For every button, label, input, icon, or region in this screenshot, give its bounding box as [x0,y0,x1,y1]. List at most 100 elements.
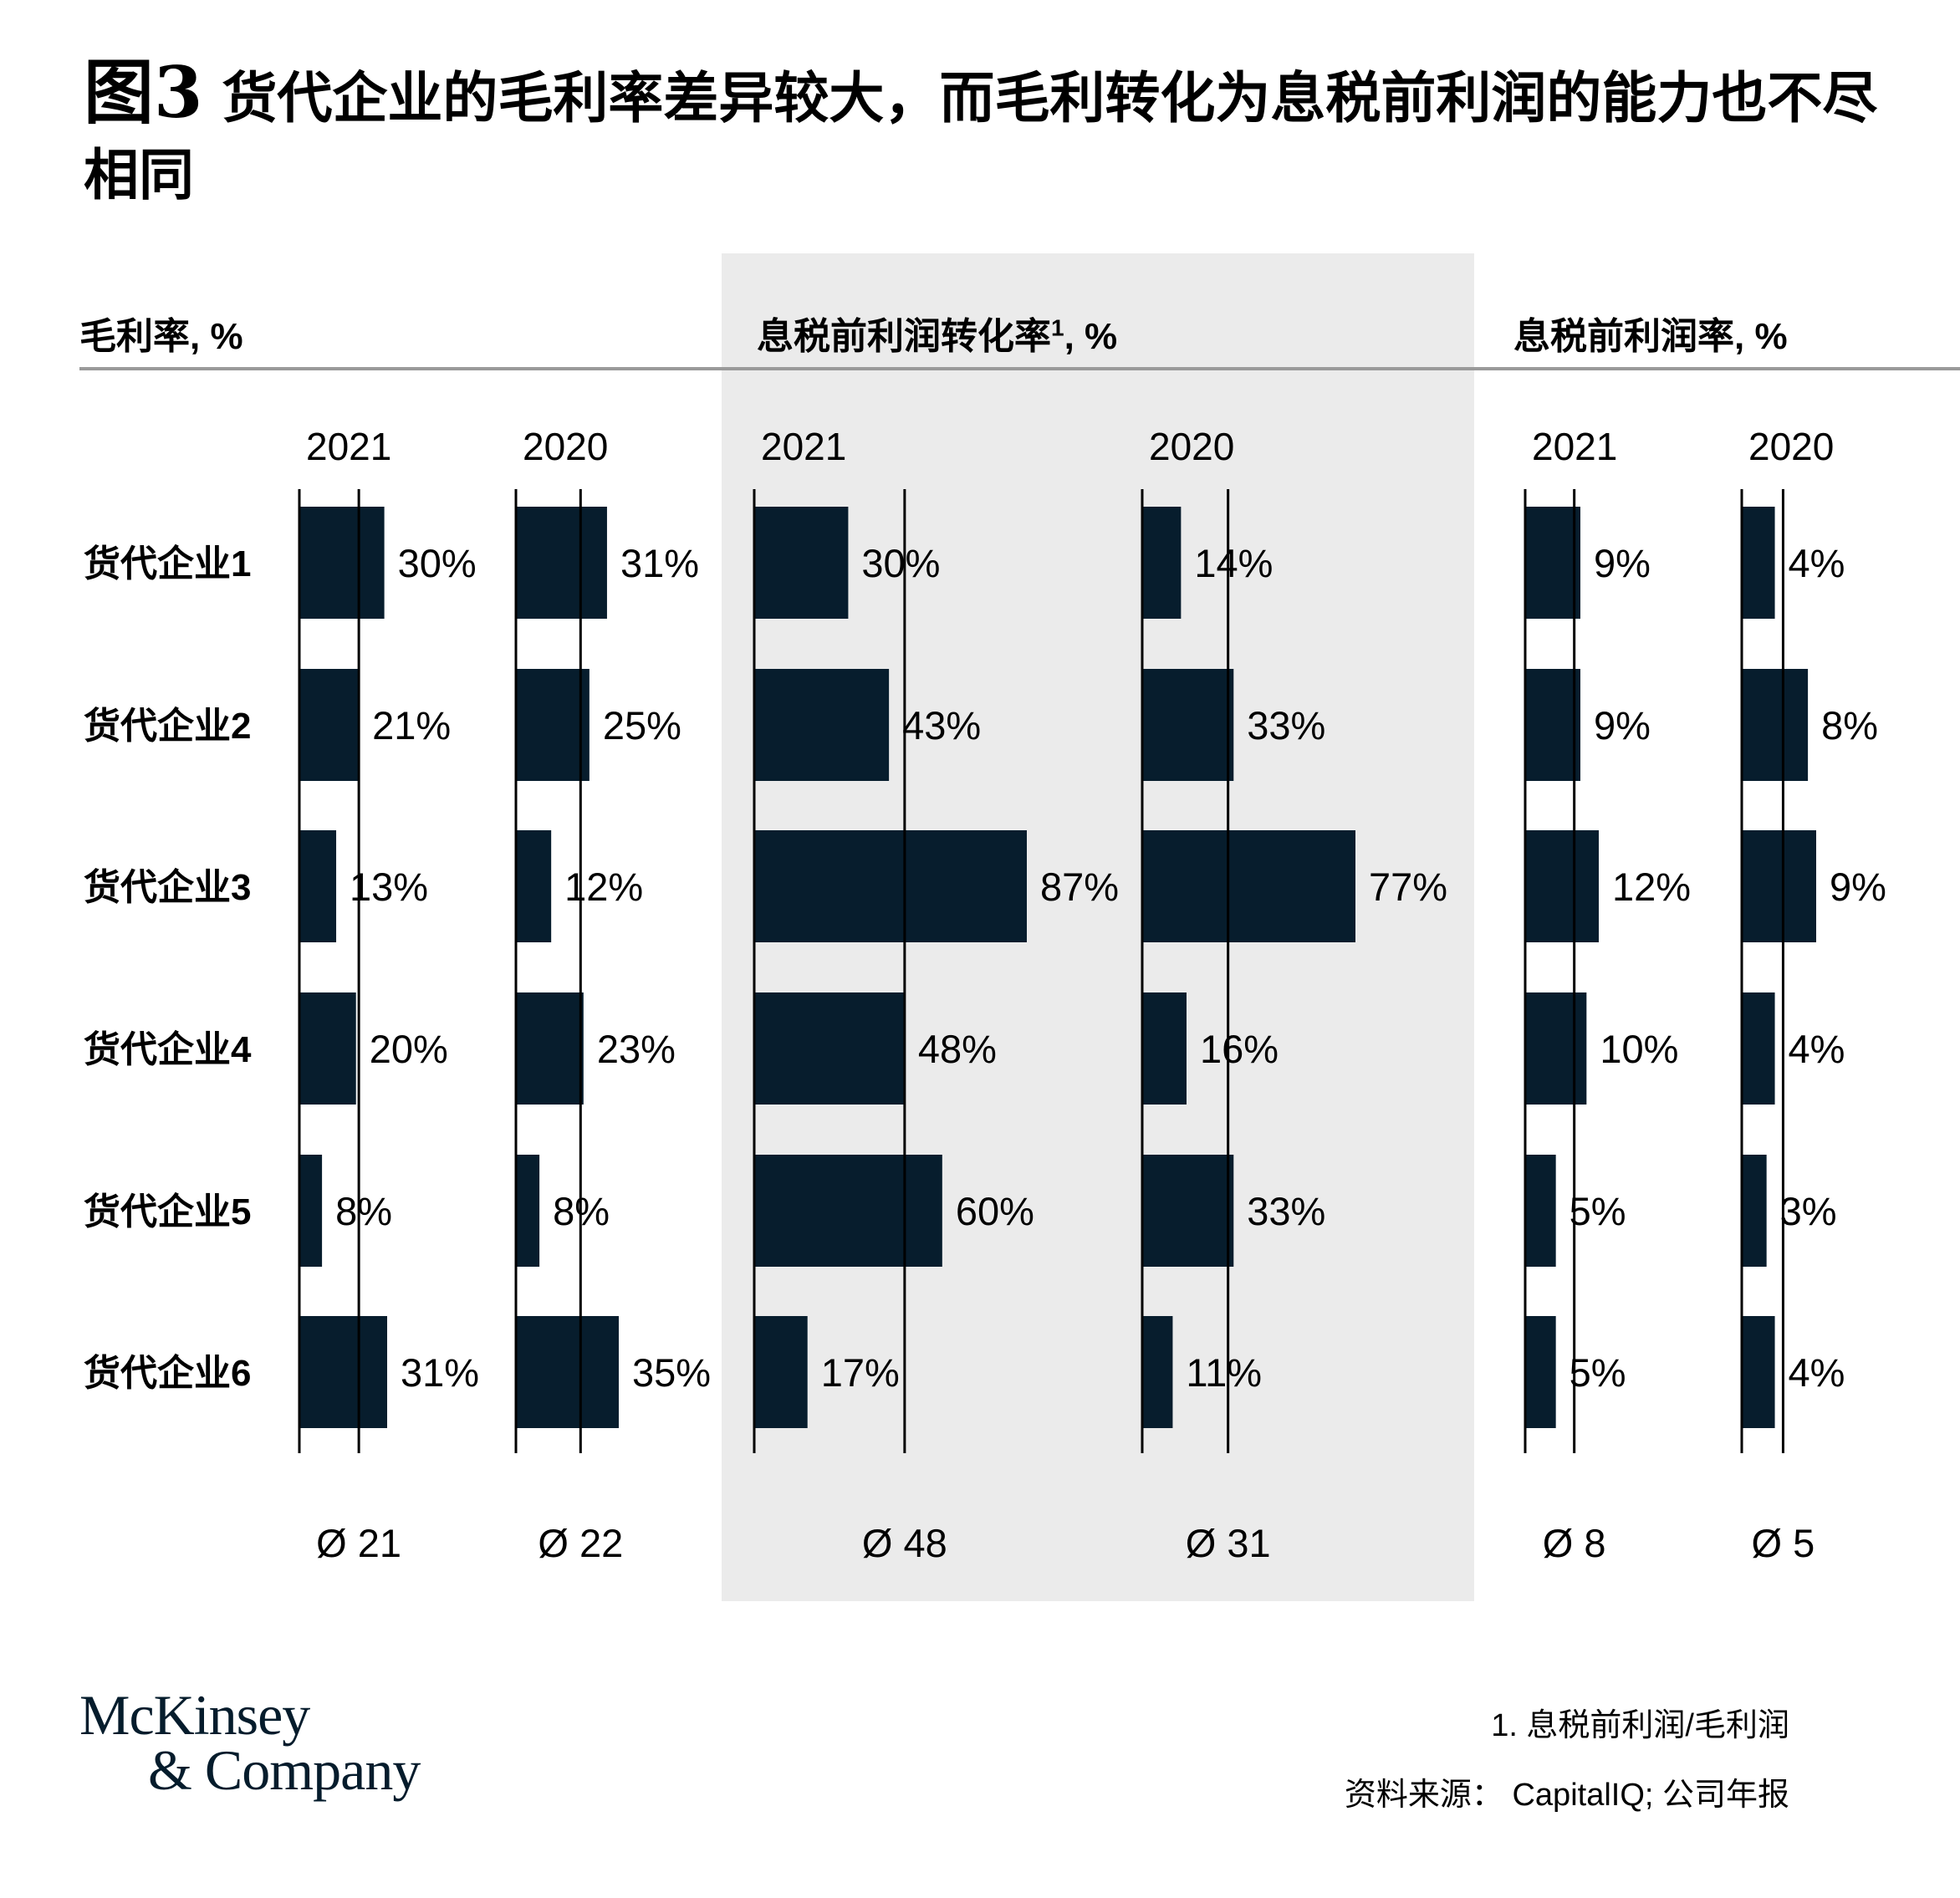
bar [1525,1316,1556,1428]
category-label: 货代企业2 [84,706,251,747]
bar [754,830,1027,942]
category-label: 货代企业1 [84,543,251,584]
category-label: 货代企业4 [84,1029,252,1070]
average-label: Ø 5 [1752,1521,1815,1565]
category-label: 货代企业3 [84,867,251,908]
bar-value-label: 9% [1594,541,1651,585]
bar [1142,1155,1234,1267]
bar-value-label: 11% [1186,1350,1262,1395]
category-label: 货代企业5 [84,1191,251,1232]
bar [299,830,337,942]
bar [754,669,890,781]
bar [1525,507,1580,619]
bar-value-label: 87% [1040,865,1119,909]
bar [1525,1155,1556,1267]
bar-value-label: 8% [1821,703,1878,747]
bar-value-label: 13% [350,865,428,909]
bar [754,1155,942,1267]
source-note: 资料来源： CapitalIQ; 公司年报 [1344,1778,1789,1813]
bar-value-label: 48% [918,1027,997,1071]
bar-value-label: 14% [1194,541,1273,585]
bar-value-label: 4% [1789,1350,1845,1395]
bar [1142,992,1187,1105]
bar-value-label: 25% [603,703,681,747]
year-label: 2020 [523,425,608,468]
bar-chart: 货代企业1 货代企业2 货代企业3 货代企业4 货代企业5 货代企业6 2021 30% 21%… [84,425,1886,1565]
bar-value-label: 35% [632,1350,711,1395]
bar-value-label: 77% [1369,865,1447,909]
section-title-ebit-margin: 息税前利润率, % [1513,316,1788,357]
bar-value-label: 60% [956,1189,1034,1233]
bar [1142,669,1234,781]
bar-value-label: 12% [1612,865,1691,909]
bar [516,992,584,1105]
section-title-ebit-conversion: 息税前利润转化率1, % [757,314,1118,357]
bar-value-label: 9% [1830,865,1886,909]
bar [1142,1316,1173,1428]
logo-line-2: & Company [148,1738,421,1802]
bar-value-label: 43% [902,703,981,747]
bar [754,1316,808,1428]
bar-value-label: 30% [861,541,940,585]
bar-value-label: 10% [1600,1027,1678,1071]
average-label: Ø 21 [316,1521,401,1565]
year-label: 2021 [1532,425,1617,468]
bar [1525,992,1587,1105]
title-text: 货代企业的毛利率差异较大，而毛利转化为息税前利润的能力也不尽相同 [84,65,1878,207]
logo-line-1: McKinsey [79,1683,310,1747]
year-label: 2020 [1149,425,1234,468]
bar [1525,830,1599,942]
average-label: Ø 31 [1186,1521,1271,1565]
bar-value-label: 16% [1200,1027,1279,1071]
bar-value-label: 20% [370,1027,448,1071]
bar-value-label: 5% [1570,1350,1626,1395]
bar-value-label: 30% [398,541,477,585]
header-divider [79,367,1960,370]
bar [1742,992,1775,1105]
bar-value-label: 33% [1247,1189,1325,1233]
section-title-gross-margin: 毛利率, % [79,316,243,357]
bar [299,992,356,1105]
bar [516,830,552,942]
bar-value-label: 4% [1789,1027,1845,1071]
bar [299,669,360,781]
year-label: 2020 [1748,425,1834,468]
bar-value-label: 5% [1570,1189,1626,1233]
bar [1525,669,1580,781]
footnote: 1. 息税前利润/毛利润 [1491,1708,1789,1743]
bar-value-label: 3% [1780,1189,1837,1233]
year-label: 2021 [761,425,846,468]
bar-value-label: 31% [401,1350,479,1395]
bar-value-label: 12% [564,865,643,909]
year-label: 2021 [306,425,391,468]
bar [299,1316,387,1428]
bar [299,1155,323,1267]
bar-value-label: 4% [1789,541,1845,585]
bar [516,1155,540,1267]
bar [1742,1155,1767,1267]
bar [1742,669,1809,781]
category-label: 货代企业6 [84,1353,251,1394]
bar [1742,507,1775,619]
bar-value-label: 8% [335,1189,392,1233]
bar-value-label: 23% [597,1027,676,1071]
bar [1142,507,1182,619]
bar [754,992,905,1105]
mckinsey-logo: McKinsey & Company [79,1686,421,1802]
average-label: Ø 8 [1543,1521,1606,1565]
bar-value-label: 9% [1594,703,1651,747]
bar [516,507,607,619]
bar [1742,830,1816,942]
average-label: Ø 22 [538,1521,623,1565]
chart-title: 图3 货代企业的毛利率差异较大，而毛利转化为息税前利润的能力也不尽相同 [84,54,1906,213]
bar-value-label: 21% [372,703,451,747]
bar [1742,1316,1775,1428]
bar [754,507,849,619]
average-label: Ø 48 [862,1521,947,1565]
bar [516,669,590,781]
bar [1142,830,1355,942]
bar [299,507,385,619]
bar-value-label: 33% [1247,703,1325,747]
bar-value-label: 17% [821,1350,900,1395]
bar [516,1316,619,1428]
